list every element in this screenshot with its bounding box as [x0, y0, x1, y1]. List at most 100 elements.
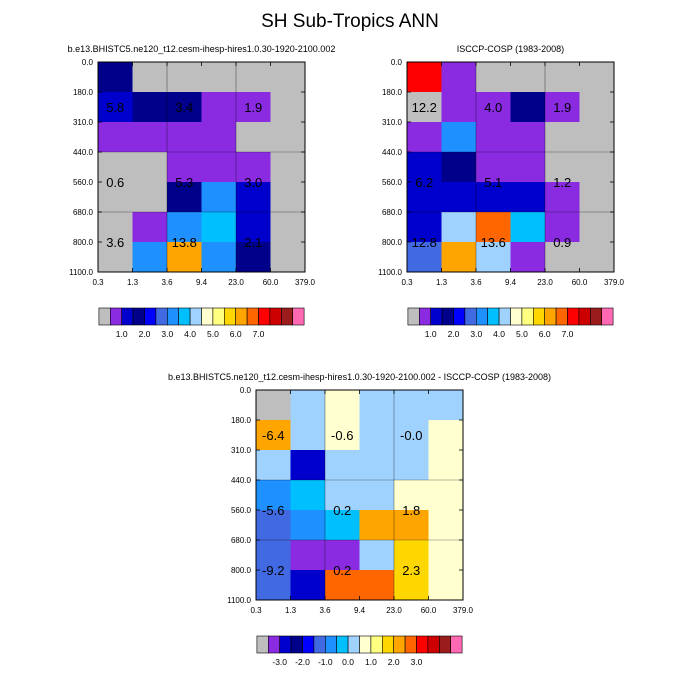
cell-value-label: 0.2	[333, 563, 351, 578]
heatmap-cell	[236, 92, 271, 123]
heatmap-cell	[167, 92, 202, 123]
colorbar-label: 5.0	[207, 329, 219, 339]
colorbar-box	[427, 635, 440, 654]
cell-value-label: 4.0	[484, 100, 502, 115]
colorbar-label: 2.0	[388, 657, 400, 667]
colorbar-box	[418, 307, 431, 326]
colorbar-box	[381, 635, 394, 654]
colorbar-box	[178, 307, 191, 326]
heatmap-cell	[476, 122, 511, 153]
y-tick-label: 310.0	[382, 118, 403, 127]
colorbar-label: 1.0	[116, 329, 128, 339]
heatmap-cell	[167, 152, 202, 183]
cell-value-label: -5.6	[262, 503, 284, 518]
heatmap-cell	[428, 480, 464, 511]
heatmap-cell	[132, 212, 168, 243]
heatmap-cell	[428, 450, 464, 481]
panel-title: b.e13.BHISTC5.ne120_t12.cesm-ihesp-hires…	[168, 372, 551, 382]
colorbar-label: 1.0	[425, 329, 437, 339]
x-tick-label: 23.0	[386, 606, 402, 615]
heatmap-cell	[167, 182, 202, 213]
heatmap-cell	[132, 92, 168, 123]
colorbar-box	[256, 635, 269, 654]
heatmap-cell	[290, 540, 326, 571]
heatmap-cell	[394, 540, 429, 571]
heatmap-cell	[201, 92, 237, 123]
colorbar-box	[324, 635, 337, 654]
colorbar-box	[267, 635, 280, 654]
heatmap-cell	[290, 480, 326, 511]
colorbar-box	[201, 307, 214, 326]
colorbar: 1.0 2.0 3.0 4.0 5.0 6.0 7.0	[98, 307, 305, 339]
heatmap-cell	[290, 390, 326, 421]
heatmap-cell	[476, 62, 511, 93]
y-tick-label: 1100.0	[378, 268, 402, 277]
heatmap-cell	[132, 242, 168, 273]
cell-value-label: 13.8	[172, 235, 197, 250]
heatmap-cell	[545, 92, 580, 123]
heatmap-cell	[270, 152, 306, 183]
cell-value-label: -9.2	[262, 563, 284, 578]
heatmap-cell	[510, 182, 546, 213]
colorbar-label: 2.0	[139, 329, 151, 339]
heatmap-cell	[256, 450, 291, 481]
heatmap-cell	[256, 570, 291, 601]
x-tick-label: 3.6	[319, 606, 331, 615]
heatmap-cell	[270, 212, 306, 243]
heatmap-cell	[407, 242, 442, 273]
heatmap-cell	[290, 510, 326, 541]
x-tick-label: 1.3	[285, 606, 297, 615]
colorbar-box	[407, 307, 420, 326]
heatmap-panel-2: ISCCP-COSP (1983-2008) 0.3 1.3 3.6 9.4 23.0 60…	[378, 44, 624, 339]
heatmap-cell	[256, 420, 291, 451]
y-tick-label: 680.0	[382, 208, 403, 217]
x-tick-label: 23.0	[228, 278, 244, 287]
colorbar-box	[269, 307, 282, 326]
colorbar-box	[290, 635, 303, 654]
heatmap-cell	[510, 122, 546, 153]
x-tick-label: 3.6	[470, 278, 482, 287]
x-tick-label: 379.0	[295, 278, 316, 287]
heatmap-cell	[325, 420, 360, 451]
x-tick-label: 3.6	[161, 278, 173, 287]
colorbar-box	[280, 307, 293, 326]
colorbar-box	[258, 307, 271, 326]
heatmap-cell	[325, 480, 360, 511]
colorbar-box	[510, 307, 523, 326]
heatmap-cell	[407, 92, 442, 123]
heatmap-cell	[132, 182, 168, 213]
y-tick-label: 0.0	[82, 58, 94, 67]
heatmap-cell	[359, 480, 395, 511]
colorbar-box	[370, 635, 383, 654]
y-tick-label: 800.0	[73, 238, 94, 247]
heatmap-cell	[359, 450, 395, 481]
heatmap-cell	[325, 510, 360, 541]
cell-value-label: 1.9	[553, 100, 571, 115]
colorbar-box	[475, 307, 488, 326]
colorbar-box	[359, 635, 372, 654]
colorbar-box	[132, 307, 145, 326]
colorbar-box	[578, 307, 591, 326]
cell-value-label: 2.1	[244, 235, 262, 250]
heatmap-cell	[428, 540, 464, 571]
colorbar-box	[155, 307, 168, 326]
y-tick-label: 1100.0	[69, 268, 93, 277]
heatmap-cell	[201, 242, 237, 273]
colorbar-label: 3.0	[411, 657, 423, 667]
y-tick-label: 560.0	[382, 178, 403, 187]
x-tick-label: 1.3	[436, 278, 448, 287]
heatmap-cell	[98, 242, 133, 273]
heatmap-cell	[256, 540, 291, 571]
cell-value-label: 1.2	[553, 175, 571, 190]
cell-value-label: 0.2	[333, 503, 351, 518]
y-tick-label: 680.0	[231, 536, 252, 545]
colorbar-box	[224, 307, 237, 326]
y-tick-label: 180.0	[73, 88, 94, 97]
colorbar: 1.0 2.0 3.0 4.0 5.0 6.0 7.0	[407, 307, 614, 339]
colorbar-box	[450, 635, 463, 654]
colorbar-label: 4.0	[493, 329, 505, 339]
heatmap-panel-3: b.e13.BHISTC5.ne120_t12.cesm-ihesp-hires…	[168, 372, 551, 667]
colorbar-label: -3.0	[272, 657, 287, 667]
x-tick-label: 0.3	[250, 606, 262, 615]
heatmap-cell	[236, 242, 271, 273]
